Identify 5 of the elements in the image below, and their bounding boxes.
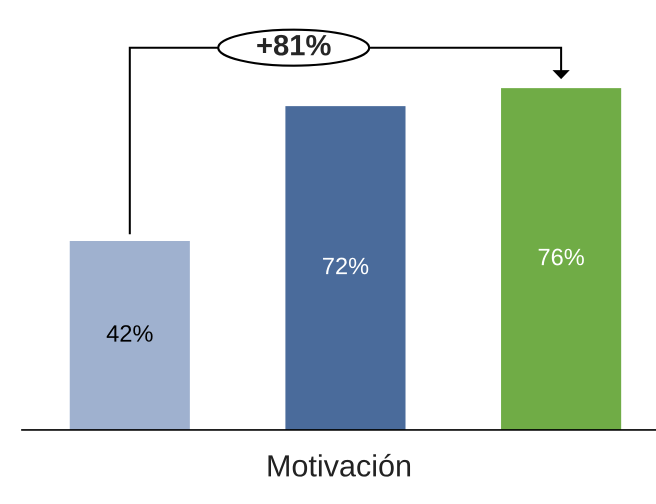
x-axis-title: Motivación <box>268 454 410 477</box>
text: +81% <box>257 34 331 56</box>
data-label: 76% <box>538 248 584 266</box>
data-label: 42% <box>106 325 153 342</box>
data-label: 72% <box>323 258 368 274</box>
